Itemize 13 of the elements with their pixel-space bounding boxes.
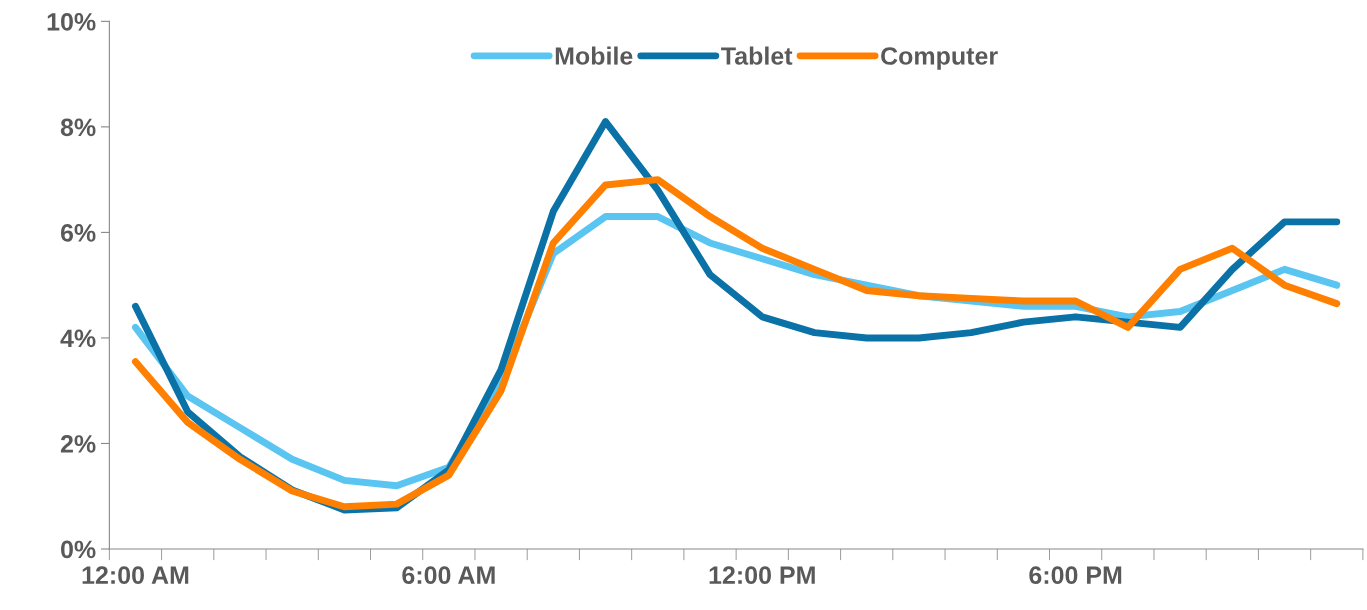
legend-label: Mobile — [555, 46, 633, 65]
x-tick-label: 6:00 AM — [402, 566, 495, 585]
y-tick-label: 4% — [60, 329, 96, 348]
x-tick-label: 6:00 PM — [1029, 566, 1122, 585]
y-tick-label: 8% — [60, 118, 96, 137]
y-tick-label: 0% — [61, 540, 96, 559]
legend-label: Computer — [881, 47, 998, 70]
x-tick-label: 12:00 PM — [709, 566, 815, 585]
y-tick-label: 2% — [60, 435, 96, 453]
y-tick-label: 10% — [47, 12, 96, 31]
legend-label: Tablet — [721, 46, 793, 65]
y-tick-label: 6% — [60, 224, 96, 242]
x-tick-label: 12:00 AM — [82, 566, 189, 585]
